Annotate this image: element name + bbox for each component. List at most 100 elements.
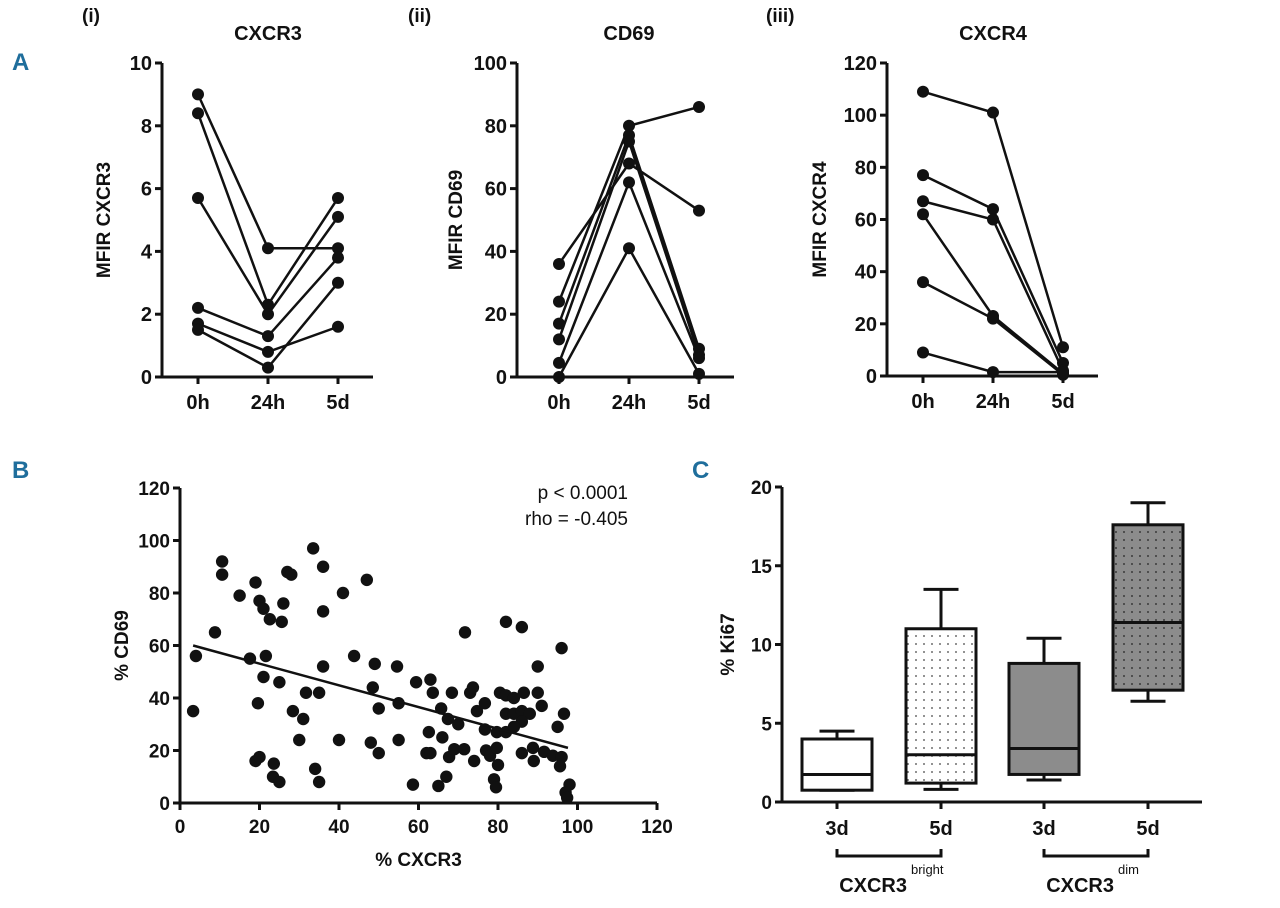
scatter-point-40 (392, 733, 405, 747)
y-tick-label: 0 (866, 366, 877, 388)
y-tick-label: 40 (855, 262, 877, 284)
scatter-point-61 (515, 620, 529, 634)
data-point-s3-0h (917, 195, 929, 208)
scatter-point-26 (297, 712, 310, 726)
group-label-main: CXCR3 (1046, 875, 1114, 897)
y-axis-label: % CD69 (112, 610, 133, 681)
scatter-point-87 (458, 742, 471, 756)
data-point-s5-24h (987, 312, 999, 325)
x-tick-label: 0h (186, 392, 209, 414)
data-point-s3-5d (332, 210, 344, 223)
chart-title: CXCR4 (959, 23, 1028, 45)
y-tick-label: 60 (149, 637, 170, 658)
x-axis-label: % CXCR3 (375, 850, 462, 871)
scatter-point-102 (406, 778, 420, 791)
data-point-s2-5d (693, 100, 705, 113)
scatter-point-81 (422, 725, 436, 739)
scatter-chart: 0 20 40 60 80 100 120 0 20 40 60 80 100 120 % CXCR3 % C… (112, 479, 673, 871)
box-3 (1007, 636, 1081, 782)
data-point-s2-0h (553, 295, 565, 308)
scatter-point-104 (489, 781, 503, 794)
scatter-point-107 (560, 791, 574, 804)
panel-sublabel: (ii) (408, 6, 431, 27)
x-tick-label: 0 (175, 817, 186, 838)
line-chart-3: (iii) CXCR4 MFIR CXCR4 0 20 40 60 80 100 120 0h 24h… (766, 6, 1098, 413)
scatter-point-101 (432, 779, 445, 793)
scatter-point-30 (293, 733, 306, 747)
data-point-s6-24h (262, 361, 274, 374)
scatter-point-34 (366, 681, 379, 694)
scatter-point-48 (409, 676, 423, 689)
data-point-s5-0h (917, 276, 929, 289)
panel-letter-b: B (12, 457, 29, 484)
y-tick-label: 2 (141, 304, 152, 326)
scatter-point-69 (535, 699, 548, 713)
scatter-point-98 (555, 750, 568, 764)
y-tick-label: 10 (751, 636, 772, 657)
data-point-s1-5d (1057, 341, 1069, 354)
scatter-point-75 (523, 707, 536, 720)
data-point-s1-0h (917, 85, 929, 98)
scatter-point-23 (273, 676, 286, 689)
scatter-point-42 (253, 750, 266, 764)
scatter-point-66 (507, 691, 521, 705)
box-4 (1111, 501, 1185, 703)
scatter-point-4 (215, 555, 229, 568)
data-point-s6-24h (987, 366, 999, 379)
y-tick-label: 40 (149, 689, 170, 710)
scatter-point-16 (316, 560, 330, 573)
x-tick-label: 24h (976, 391, 1010, 413)
data-point-s1-24h (623, 157, 635, 170)
x-tick-label: 0h (911, 391, 934, 413)
y-axis-label: MFIR CD69 (446, 170, 467, 270)
scatter-point-12 (277, 597, 290, 610)
y-axis-label: MFIR CXCR3 (94, 162, 115, 278)
data-point-s6-5d (693, 367, 705, 380)
scatter-point-100 (440, 770, 453, 783)
scatter-point-6 (233, 589, 246, 602)
x-tick-label: 5d (929, 818, 952, 840)
data-point-s4-5d (332, 251, 344, 264)
scatter-point-5 (215, 568, 229, 581)
data-point-s2-24h (987, 203, 999, 216)
data-point-s5-24h (623, 176, 635, 189)
data-point-s4-0h (553, 333, 565, 346)
scatter-point-58 (470, 704, 484, 718)
scatter-point-32 (347, 649, 361, 663)
panel-letter-c: C (692, 457, 709, 484)
y-tick-label: 40 (485, 241, 507, 263)
chart-title: CXCR3 (234, 23, 302, 45)
x-tick-label: 5d (1051, 391, 1074, 413)
scatter-point-25 (286, 704, 300, 718)
scatter-point-82 (436, 731, 449, 744)
data-point-s1-0h (192, 88, 204, 101)
scatter-point-29 (316, 660, 330, 673)
scatter-point-91 (490, 741, 504, 755)
y-tick-label: 5 (761, 714, 772, 735)
panel-sublabel: (i) (82, 6, 100, 27)
data-point-s6-5d (332, 276, 344, 289)
x-tick-label: 100 (562, 817, 594, 838)
scatter-point-49 (424, 673, 437, 686)
y-tick-label: 100 (138, 532, 170, 553)
data-point-s1-24h (262, 242, 274, 255)
scatter-point-19 (360, 573, 374, 587)
y-tick-label: 10 (130, 53, 152, 75)
y-tick-label: 100 (474, 53, 507, 75)
scatter-point-92 (491, 758, 505, 772)
group-label-main: CXCR3 (839, 875, 907, 897)
scatter-point-94 (526, 741, 540, 755)
y-tick-label: 8 (141, 116, 152, 138)
scatter-point-24 (251, 697, 265, 710)
scatter-point-57 (466, 681, 480, 694)
scatter-point-63 (531, 660, 544, 673)
y-tick-label: 120 (138, 479, 170, 500)
x-tick-label: 120 (641, 817, 673, 838)
box-iqr (800, 737, 874, 792)
scatter-point-62 (555, 641, 568, 655)
scatter-point-36 (364, 736, 377, 749)
x-tick-label: 0h (547, 392, 570, 414)
x-tick-label: 5d (1136, 818, 1159, 840)
scatter-point-31 (332, 733, 346, 747)
